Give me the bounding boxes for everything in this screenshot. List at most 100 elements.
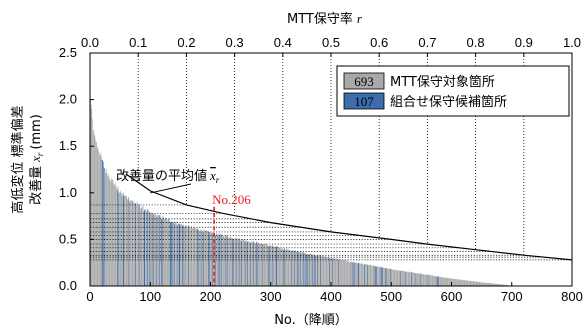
bar [421, 273, 423, 286]
bar [301, 252, 302, 286]
bar [465, 280, 467, 286]
bar [441, 277, 443, 286]
bar [322, 256, 323, 286]
bar-combined [240, 240, 242, 286]
bar [115, 182, 116, 286]
bar [124, 195, 125, 286]
bar [505, 284, 507, 286]
bar [447, 277, 449, 286]
bar [299, 253, 301, 286]
bar-combined [275, 246, 277, 286]
bar [407, 271, 409, 286]
bar [270, 245, 272, 286]
bar [492, 283, 494, 286]
bar [400, 270, 402, 286]
bar [260, 243, 262, 286]
bar-combined [161, 219, 162, 286]
bar [438, 276, 440, 286]
bar [424, 274, 426, 286]
bar [484, 282, 485, 286]
bar [108, 175, 109, 286]
bar [141, 208, 143, 286]
bar [345, 261, 347, 286]
bar [299, 252, 300, 286]
bar-combined [294, 250, 296, 286]
bar [357, 263, 358, 286]
bar [321, 255, 323, 286]
bar [184, 227, 185, 286]
bar [224, 237, 225, 286]
bar-combined [385, 268, 387, 286]
bar [410, 271, 411, 286]
bar-combined [156, 215, 158, 286]
bar [490, 283, 491, 286]
bar [165, 218, 167, 286]
bar-combined [123, 196, 125, 286]
bar [274, 247, 276, 286]
bar [445, 277, 446, 286]
bar [95, 143, 97, 286]
bar [382, 267, 384, 286]
bar [420, 273, 422, 286]
legend: 693 MTT保守対象箇所 107 組合せ保守候補箇所 [336, 65, 570, 117]
bar [147, 210, 149, 286]
bar-combined [169, 221, 171, 286]
bar [105, 172, 106, 286]
bar [425, 274, 427, 286]
bar [368, 265, 370, 286]
bar [260, 243, 261, 286]
bar [99, 155, 100, 286]
bar [136, 204, 137, 286]
bar [135, 203, 137, 286]
bar [496, 283, 497, 286]
bar-combined [183, 226, 185, 286]
bar [238, 238, 240, 286]
bar [356, 262, 357, 286]
bar-combined [170, 222, 172, 286]
bar-combined [419, 273, 421, 286]
bar [471, 280, 472, 286]
bar [365, 264, 367, 286]
bar [348, 261, 349, 286]
bar [462, 280, 464, 286]
bar [369, 264, 371, 286]
bar [202, 232, 203, 286]
bar-combined [364, 264, 366, 286]
bar-combined [304, 254, 306, 286]
bar [195, 228, 196, 286]
bar [314, 255, 316, 286]
average-label-leader [150, 183, 192, 194]
bar [281, 249, 282, 286]
bar [95, 139, 96, 286]
bar [457, 279, 458, 286]
top-tick-label: 0.8 [467, 35, 485, 50]
bar [377, 266, 378, 286]
bar [217, 234, 219, 286]
bar [501, 284, 503, 286]
bar [393, 269, 395, 286]
bar [378, 267, 380, 286]
bar [351, 261, 352, 286]
bar-combined [367, 264, 369, 286]
bar [419, 273, 420, 286]
legend-label-combined: 組合せ保守候補箇所 [390, 94, 507, 110]
bar [316, 256, 317, 286]
bar [151, 214, 152, 286]
bar [277, 246, 279, 286]
bar [198, 230, 200, 286]
bar [159, 216, 161, 286]
bar [491, 283, 493, 286]
bar [389, 268, 391, 286]
bar-combined [179, 223, 181, 286]
bar [495, 283, 497, 286]
bar [504, 284, 505, 286]
bar [388, 269, 390, 286]
bar [421, 273, 422, 286]
bar-combined [172, 222, 173, 286]
bar [466, 280, 468, 286]
bar-combined [102, 161, 104, 286]
bar [271, 246, 272, 286]
bar [356, 262, 358, 286]
bar [490, 283, 492, 286]
bar [244, 240, 246, 286]
